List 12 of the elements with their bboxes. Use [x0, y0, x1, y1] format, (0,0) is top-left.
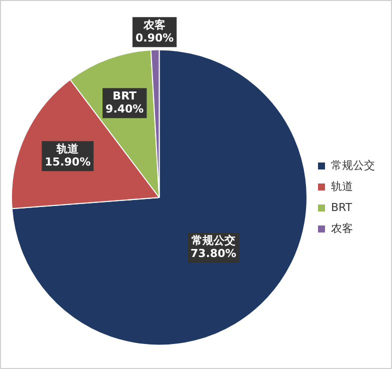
slice-label: BRT	[112, 90, 138, 103]
data-label: 73.80%	[190, 247, 236, 260]
slice-label: 轨道	[56, 142, 80, 156]
data-label: 9.40%	[106, 102, 144, 116]
legend-label: 农客	[331, 222, 353, 235]
legend-label: 轨道	[331, 180, 353, 193]
legend-label: 常规公交	[331, 158, 375, 172]
legend-label: BRT	[331, 200, 352, 214]
data-label: 15.90%	[44, 156, 91, 169]
slice-label: 常规公交	[191, 234, 236, 248]
data-label: 0.90%	[135, 31, 174, 44]
slice-label: 农客	[142, 18, 166, 32]
